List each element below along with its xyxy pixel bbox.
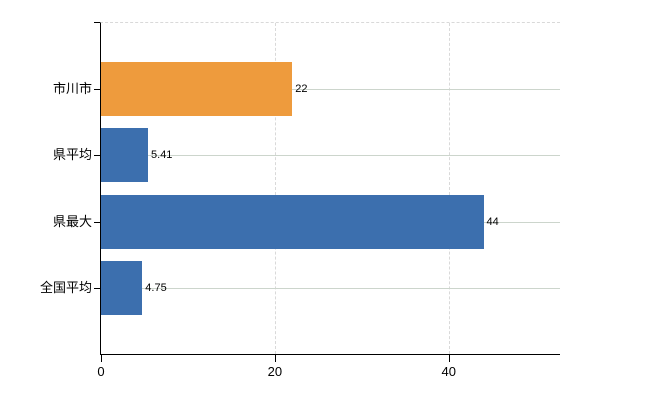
bar [101, 260, 143, 315]
y-axis-tick [94, 89, 100, 91]
gridline-horizontal [101, 287, 560, 289]
y-axis-tick [94, 155, 100, 157]
gridline-vertical [274, 23, 276, 354]
bar-value-label: 22 [295, 83, 308, 96]
bar [101, 128, 149, 183]
gridline-vertical [448, 23, 450, 354]
category-label: 県最大 [52, 213, 92, 229]
y-axis-tick [94, 221, 100, 223]
x-tick-label: 40 [441, 364, 456, 379]
bar-value-label: 44 [486, 215, 499, 228]
x-axis-tick [101, 355, 102, 362]
x-tick-label: 20 [267, 364, 283, 379]
category-label: 全国平均 [39, 279, 92, 295]
gridline-horizontal [101, 89, 560, 91]
y-axis-top-tick [94, 22, 100, 23]
plot-area: 0 20 40 市川市 22 県平均 5.41 県最大 44 全国平均 4.75 [40, 22, 560, 379]
bar-value-label: 4.75 [145, 281, 167, 294]
x-tick-label: 0 [97, 364, 105, 379]
bar [101, 194, 484, 249]
y-axis-tick [94, 287, 100, 289]
category-label: 県平均 [52, 147, 92, 163]
category-label: 市川市 [52, 81, 92, 97]
x-axis-tick [274, 355, 276, 362]
bar-value-label: 5.41 [151, 149, 173, 162]
bar [101, 62, 293, 117]
x-axis-tick [448, 355, 450, 362]
gridline-horizontal [101, 155, 560, 157]
